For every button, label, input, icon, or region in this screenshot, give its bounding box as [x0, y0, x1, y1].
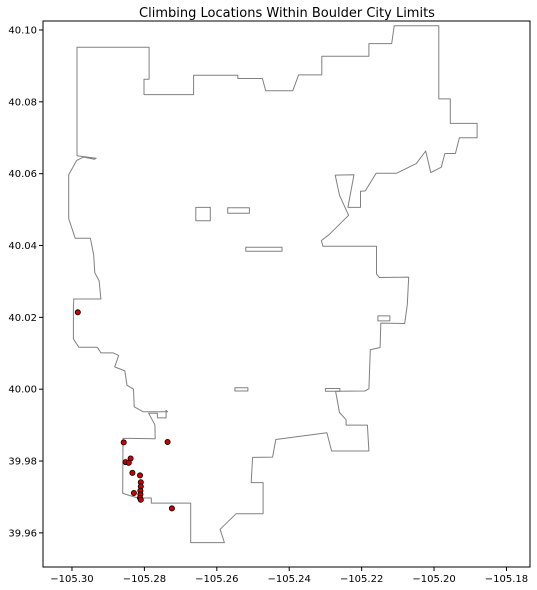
chart-title: Climbing Locations Within Boulder City L… [139, 6, 435, 21]
city-boundary-island [227, 207, 250, 214]
x-tick-label: −105.20 [412, 574, 455, 585]
axes-frame [42, 20, 531, 568]
y-tick-label: 40.08 [8, 97, 37, 108]
y-tick-label: 39.98 [8, 457, 37, 468]
city-boundary-island [234, 387, 249, 392]
y-tick-label: 40.04 [8, 241, 37, 252]
climbing-location-point [164, 438, 171, 445]
city-boundary-island [195, 206, 211, 222]
climbing-location-point [168, 505, 175, 512]
axes: −105.30 −105.28 −105.26 −105.24 −105.22 −105.… [8, 20, 531, 585]
x-tick-label: −105.22 [340, 574, 383, 585]
x-tick-label: −105.30 [50, 574, 93, 585]
climbing-location-point [129, 469, 136, 476]
y-tick-label: 40.02 [8, 313, 37, 324]
y-tick-label: 40.06 [8, 169, 37, 180]
y-tick-label: 39.96 [8, 528, 37, 539]
city-boundary-island [245, 246, 283, 252]
y-tick-label: 40.10 [8, 25, 37, 36]
climbing-location-point [125, 459, 132, 466]
x-tick-label: −105.24 [268, 574, 311, 585]
x-tick-label: −105.28 [123, 574, 166, 585]
city-boundary-island [324, 388, 341, 392]
plot-area [68, 25, 478, 544]
x-tick-label: −105.18 [485, 574, 528, 585]
city-boundary-island [377, 315, 391, 322]
climbing-location-point [136, 472, 143, 479]
city-boundary-outline [68, 25, 478, 544]
x-tick-label: −105.26 [195, 574, 238, 585]
climbing-location-point [130, 489, 137, 496]
climbing-location-point [137, 496, 144, 503]
y-tick-label: 40.00 [8, 385, 37, 396]
climbing-location-point [120, 439, 127, 446]
climbing-location-point [74, 309, 81, 316]
